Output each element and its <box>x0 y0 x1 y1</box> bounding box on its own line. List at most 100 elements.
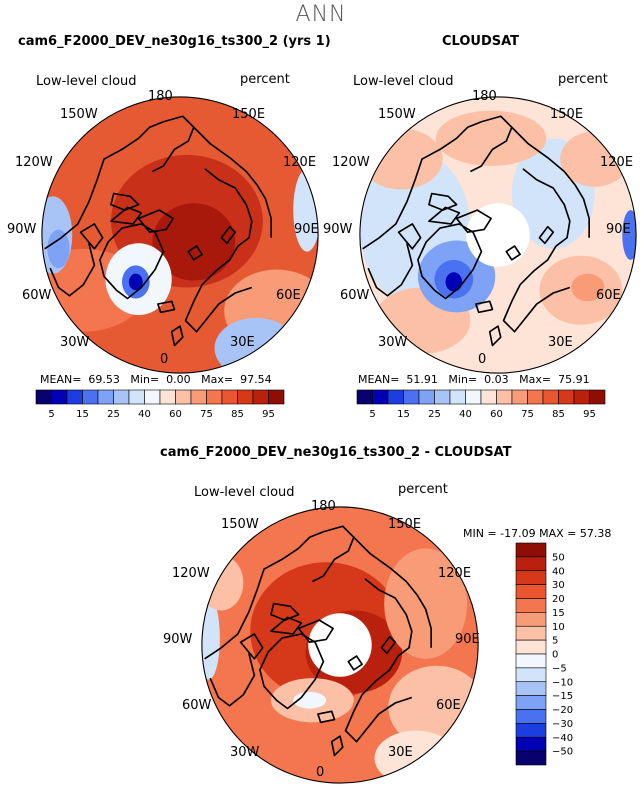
lon-label-180: 180 <box>148 89 173 104</box>
lon-label-60e: 60E <box>276 288 301 303</box>
max-label: Max= <box>519 373 552 386</box>
map-panel-cloudsat <box>359 96 637 374</box>
colorbar-swatch <box>558 389 575 405</box>
panel-2-stats: MEAN= 51.91 Min= 0.03 Max= 75.91 <box>358 373 590 386</box>
colorbar-tick-label: −5 <box>552 663 567 674</box>
colorbar-tick-label: −10 <box>552 677 573 688</box>
colorbar-panel-1: 5 15 25 40 60 75 85 95 <box>35 389 285 420</box>
lon-label-0: 0 <box>316 765 325 780</box>
colorbar-swatch <box>515 723 547 738</box>
lon-label-60e: 60E <box>436 698 461 713</box>
max-value: 97.54 <box>240 373 272 386</box>
lon-label-120e: 120E <box>438 566 472 581</box>
lon-label-30w: 30W <box>60 335 90 350</box>
colorbar-swatch <box>418 389 435 405</box>
colorbar-swatch <box>434 389 451 405</box>
colorbar-tick-label: −30 <box>552 719 573 730</box>
mean-value: 69.53 <box>88 373 120 386</box>
panel-3-variable-label: Low-level cloud <box>194 485 295 500</box>
colorbar-swatch <box>515 542 547 558</box>
lon-label-120w: 120W <box>332 155 370 170</box>
lon-label-0: 0 <box>478 352 487 367</box>
colorbar-swatch <box>480 389 497 405</box>
lon-label-90e: 90E <box>606 222 631 237</box>
max-label: Max= <box>201 373 234 386</box>
colorbar-swatch <box>515 625 547 641</box>
colorbar-tick-label: 25 <box>107 409 120 420</box>
colorbar-tick-label: 30 <box>552 580 565 591</box>
colorbar-tick-label: 60 <box>490 409 503 420</box>
colorbar-tick-label: 5 <box>369 409 375 420</box>
colorbar-tick-label: 60 <box>169 409 182 420</box>
colorbar-swatch <box>573 389 590 405</box>
colorbar-swatch <box>403 389 420 405</box>
colorbar-swatch <box>511 389 528 405</box>
colorbar-tick-label: 15 <box>552 608 565 619</box>
colorbar-swatch <box>515 667 547 683</box>
colorbar-swatch <box>515 598 547 613</box>
min-label: Min= <box>448 373 478 386</box>
colorbar-swatch <box>387 389 404 405</box>
lon-label-30w: 30W <box>378 335 408 350</box>
colorbar-swatch <box>465 389 482 405</box>
colorbar-swatch <box>515 612 547 627</box>
colorbar-tick-label: 5 <box>48 409 54 420</box>
lon-label-150w: 150W <box>378 107 416 122</box>
colorbar-swatch <box>252 389 269 405</box>
map-panel-difference <box>201 506 479 784</box>
panel-2-title: CLOUDSAT <box>442 34 520 49</box>
colorbar-swatch <box>128 389 145 405</box>
lon-label-150e: 150E <box>550 107 584 122</box>
colorbar-swatch <box>144 389 161 405</box>
colorbar-swatch <box>496 389 513 405</box>
panel-1-variable-label: Low-level cloud <box>36 74 137 89</box>
colorbar-tick-label: 40 <box>552 566 565 577</box>
colorbar-swatch <box>35 389 52 405</box>
colorbar-tick-label: 85 <box>552 409 565 420</box>
lon-label-180: 180 <box>472 89 497 104</box>
panel-1-units-label: percent <box>240 72 290 87</box>
lon-label-150w: 150W <box>221 517 259 532</box>
colorbar-swatch <box>356 389 373 405</box>
min-label: Min= <box>130 373 160 386</box>
colorbar-tick-label: −50 <box>552 747 573 758</box>
colorbar-tick-label: 10 <box>552 622 565 633</box>
mean-value: 51.91 <box>406 373 438 386</box>
lon-label-30e: 30E <box>388 745 413 760</box>
min-value: 0.00 <box>166 373 191 386</box>
lon-label-0: 0 <box>160 352 169 367</box>
colorbar-tick-label: 15 <box>397 409 410 420</box>
colorbar-swatch <box>66 389 83 405</box>
colorbar-swatch <box>515 639 547 655</box>
colorbar-swatch <box>515 556 547 572</box>
lon-label-120e: 120E <box>600 155 634 170</box>
colorbar-swatch <box>527 389 544 405</box>
colorbar-swatch <box>268 389 285 405</box>
colorbar-swatch <box>515 570 547 585</box>
lon-label-150e: 150E <box>232 107 266 122</box>
colorbar-swatch <box>159 389 176 405</box>
colorbar-swatch <box>515 695 547 710</box>
colorbar-tick-label: 95 <box>583 409 596 420</box>
colorbar-tick-label: 0 <box>552 650 558 661</box>
max-value: 75.91 <box>558 373 590 386</box>
lon-label-90w: 90W <box>7 222 37 237</box>
map-panel-model <box>41 96 319 374</box>
colorbar-tick-label: 95 <box>262 409 275 420</box>
colorbar-tick-label: 40 <box>459 409 472 420</box>
lon-label-60w: 60W <box>340 288 370 303</box>
colorbar-swatch <box>82 389 99 405</box>
colorbar-tick-label: 75 <box>200 409 213 420</box>
colorbar-swatch <box>449 389 466 405</box>
panel-3-units-label: percent <box>398 482 448 497</box>
figure-title: ANN <box>295 2 347 27</box>
colorbar-swatch <box>515 584 547 599</box>
colorbar-tick-label: −40 <box>552 733 573 744</box>
colorbar-swatch <box>515 681 547 696</box>
lon-label-90w: 90W <box>163 632 193 647</box>
lon-label-120w: 120W <box>15 155 53 170</box>
colorbar-tick-label: 5 <box>552 636 558 647</box>
mean-label: MEAN= <box>40 373 82 386</box>
lon-label-90e: 90E <box>455 632 480 647</box>
